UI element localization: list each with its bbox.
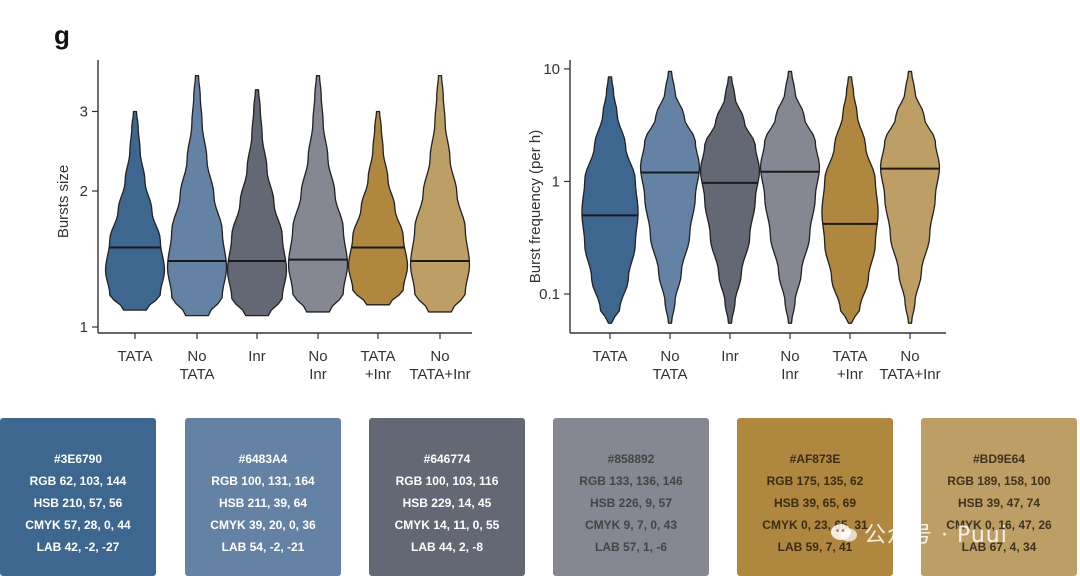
watermark: 公众号 · Puui [830, 513, 1008, 553]
x-tick-label: TATA [118, 348, 153, 365]
x-tick-label: No [900, 348, 919, 365]
color-swatch: #6483A4 RGB 100, 131, 164 HSB 211, 39, 64 C… [185, 418, 341, 576]
x-tick-label: No [430, 348, 449, 365]
swatch-hex: #AF873E [789, 452, 841, 466]
swatch-hsb: HSB 210, 57, 56 [33, 496, 123, 510]
swatch-rgb: RGB 175, 135, 62 [766, 474, 864, 488]
swatch-hex: #3E6790 [53, 452, 103, 466]
swatch-hsb: HSB 226, 9, 57 [589, 496, 673, 510]
x-tick-label: Inr [309, 366, 327, 383]
x-tick-label: TATA+Inr [879, 366, 940, 383]
x-tick-label: TATA [593, 348, 628, 365]
x-tick-label: +Inr [837, 366, 863, 383]
swatch-cmyk: CMYK 9, 7, 0, 43 [584, 518, 678, 532]
violin-6 [879, 70, 941, 324]
swatch-rgb: RGB 100, 103, 116 [395, 474, 499, 488]
swatch-hsb: HSB 229, 14, 45 [402, 496, 492, 510]
watermark-text: 公众号 · Puui [864, 523, 1008, 548]
y-axis-label: Burst frequency (per h) [527, 130, 544, 283]
x-tick-label: TATA [180, 366, 215, 383]
color-swatch: #BD9E64 RGB 189, 158, 100 HSB 39, 47, 74 CM… [921, 418, 1077, 576]
swatch-rgb: RGB 189, 158, 100 [947, 474, 1051, 488]
y-axis-label: Bursts size [55, 165, 72, 238]
panel-label: g [54, 20, 70, 50]
color-swatch: #3E6790 RGB 62, 103, 144 HSB 210, 57, 56 CM… [0, 418, 156, 576]
violin-1 [104, 110, 166, 311]
y-tick-label: 10 [543, 61, 560, 78]
swatch-lab: LAB 54, -2, -21 [221, 540, 305, 554]
swatch-hex: #6483A4 [238, 452, 288, 466]
swatch-cmyk: CMYK 39, 20, 0, 36 [210, 518, 316, 532]
violin-1 [581, 76, 639, 324]
violin-3 [226, 89, 288, 317]
violin-6 [409, 75, 471, 313]
y-tick-label: 0.1 [539, 286, 560, 303]
color-swatch: #858892 RGB 133, 136, 146 HSB 226, 9, 57 CM… [553, 418, 709, 576]
swatch-hex: #BD9E64 [972, 452, 1026, 466]
y-tick-label: 2 [80, 183, 88, 200]
x-tick-label: No [187, 348, 206, 365]
violin-5 [821, 76, 879, 324]
violin-2 [639, 70, 701, 324]
violin-3 [699, 76, 761, 324]
swatch-lab: LAB 42, -2, -27 [36, 540, 120, 554]
x-tick-label: TATA+Inr [409, 366, 470, 383]
swatch-hsb: HSB 39, 47, 74 [957, 496, 1041, 510]
swatch-lab: LAB 44, 2, -8 [410, 540, 484, 554]
swatch-lab: LAB 59, 7, 41 [777, 540, 853, 554]
x-tick-label: No [780, 348, 799, 365]
swatch-rgb: RGB 133, 136, 146 [579, 474, 683, 488]
y-tick-label: 1 [552, 173, 560, 190]
color-swatch: #646774 RGB 100, 103, 116 HSB 229, 14, 45 C… [369, 418, 525, 576]
color-swatch-row: #3E6790 RGB 62, 103, 144 HSB 210, 57, 56 CM… [0, 418, 1080, 576]
swatch-cmyk: CMYK 0, 16, 47, 26 [946, 518, 1052, 532]
swatch-lab: LAB 57, 1, -6 [594, 540, 668, 554]
x-tick-label: Inr [781, 366, 799, 383]
y-tick-label: 1 [80, 319, 88, 336]
violin-5 [347, 110, 409, 306]
violin-4 [759, 70, 821, 324]
violin-4 [287, 75, 349, 313]
violin-2 [166, 75, 228, 317]
swatch-cmyk: CMYK 57, 28, 0, 44 [25, 518, 131, 532]
swatch-hex: #646774 [423, 452, 471, 466]
y-tick-label: 3 [80, 103, 88, 120]
swatch-hsb: HSB 211, 39, 64 [218, 496, 308, 510]
swatch-rgb: RGB 100, 131, 164 [211, 474, 315, 488]
x-tick-label: No [660, 348, 679, 365]
swatch-cmyk: CMYK 14, 11, 0, 55 [394, 518, 500, 532]
x-tick-label: TATA [653, 366, 688, 383]
swatch-hex: #858892 [607, 452, 655, 466]
x-tick-label: No [308, 348, 327, 365]
color-swatch: #AF873E RGB 175, 135, 62 HSB 39, 65, 69 CMY… [737, 418, 893, 576]
x-tick-label: +Inr [365, 366, 391, 383]
x-tick-label: Inr [721, 348, 739, 365]
swatch-rgb: RGB 62, 103, 144 [29, 474, 127, 488]
chat-bubble-icon [830, 522, 858, 544]
x-tick-label: TATA [361, 348, 396, 365]
x-tick-label: TATA [833, 348, 868, 365]
swatch-hsb: HSB 39, 65, 69 [773, 496, 857, 510]
swatch-lab: LAB 67, 4, 34 [961, 540, 1037, 554]
x-tick-label: Inr [248, 348, 266, 365]
